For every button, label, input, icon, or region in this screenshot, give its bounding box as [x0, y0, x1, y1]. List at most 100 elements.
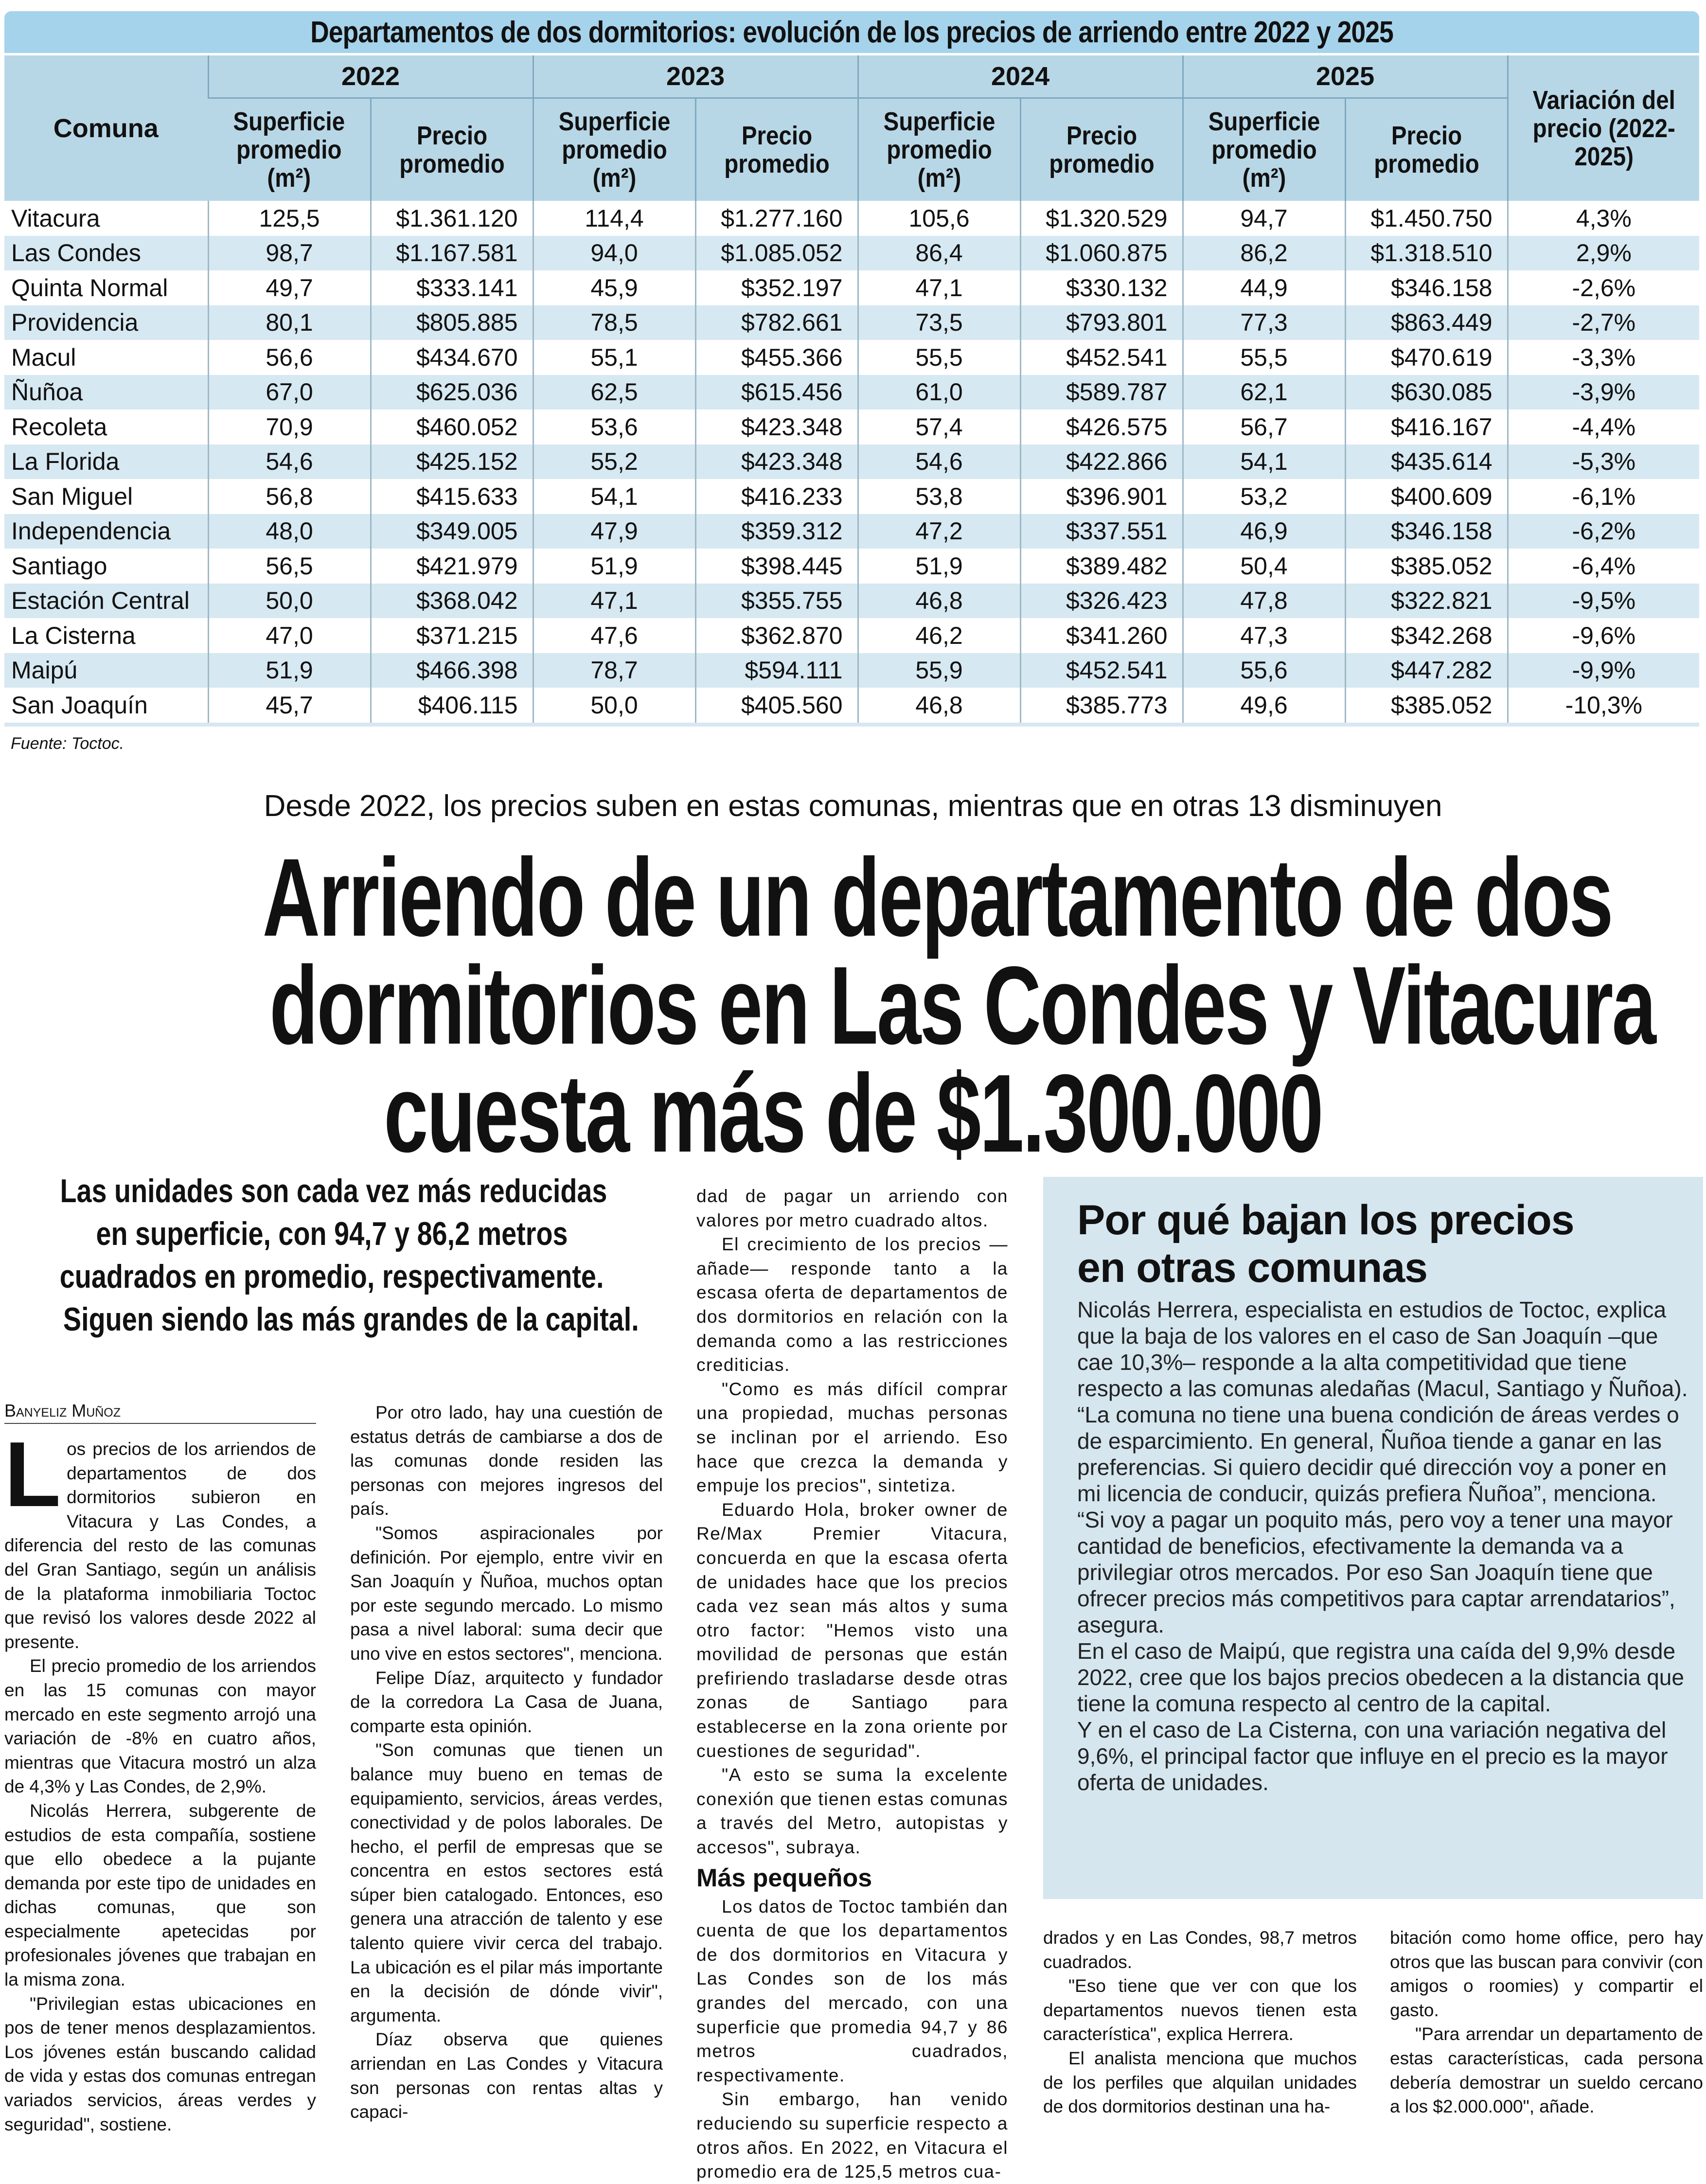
sidebar-text: Nicolás Herrera, especialista en estudio…: [1077, 1296, 1693, 1795]
header-surface-text: Superficie promedio (m²): [1208, 107, 1320, 193]
paragraph: "A esto se suma la excelente conexión qu…: [696, 1765, 1008, 1858]
cell-comuna: Estación Central: [4, 583, 208, 618]
cell-price: $368.042: [370, 583, 533, 618]
cell-price: $452.541: [1019, 653, 1183, 688]
header-surface: Superficie promedio (m²): [857, 98, 1021, 201]
cell-surface: 55,1: [532, 340, 696, 375]
paragraph: “La comuna no tiene una buena condición …: [1077, 1402, 1679, 1506]
cell-price: $371.215: [370, 618, 533, 653]
cell-surface: 48,0: [207, 514, 371, 549]
header-variation-text: Variación del precio (2022-2025): [1532, 85, 1675, 171]
cell-comuna: San Miguel: [11, 482, 133, 510]
cell-price: $1.318.510: [1344, 235, 1508, 270]
table-row: Independencia 48,0 $349.005 47,9 $359.312 47,…: [4, 514, 1700, 549]
cell-surface: 80,1: [207, 305, 371, 340]
paragraph: Sin embargo, han venido reduciendo su su…: [696, 2089, 1008, 2182]
cell-price: $863.449: [1344, 305, 1508, 340]
paragraph: dad de pagar un arriendo con valores por…: [696, 1186, 1008, 1230]
headline-line-text: dormitorios en Las Condes y Vitacura: [269, 944, 1656, 1067]
paragraph: Nicolás Herrera, especialista en estudio…: [1077, 1297, 1688, 1401]
cell-comuna: Santiago: [11, 552, 107, 580]
cell-comuna: Macul: [11, 343, 76, 371]
cell-variation: -9,5%: [1507, 583, 1700, 618]
header-price: Precio promedio: [694, 98, 858, 201]
deck-line-text: en superficie, con 94,7 y 86,2 metros: [96, 1215, 568, 1252]
paragraph: Nicolás Herrera, subgerente de estudios …: [4, 1800, 316, 1990]
table-row: Maipú 51,9 $466.398 78,7 $594.111 55,9 $452.54…: [4, 653, 1700, 688]
cell-surface: 53,8: [857, 479, 1021, 514]
table-row: San Joaquín 45,7 $406.115 50,0 $405.560 46,8 $…: [4, 688, 1700, 727]
cell-price: $421.979: [370, 549, 533, 584]
cell-surface: 114,4: [532, 201, 696, 236]
cell-variation: -3,9%: [1507, 374, 1700, 409]
cell-variation: 2,9%: [1507, 235, 1700, 270]
cell-surface: 125,5: [207, 201, 371, 236]
cell-price: $389.482: [1019, 549, 1183, 584]
cell-price: $423.348: [694, 409, 858, 444]
cell-surface: 56,5: [207, 549, 371, 584]
cell-price: $346.158: [1344, 514, 1508, 549]
paragraph: En el caso de Maipú, que registra una ca…: [1077, 1638, 1684, 1716]
table-row: San Miguel 56,8 $415.633 54,1 $416.233 53,8 $3…: [4, 479, 1700, 514]
paragraph: "Somos aspiracionales por definición. Po…: [350, 1523, 663, 1664]
cell-variation: -9,9%: [1507, 653, 1700, 688]
table-row: Santiago 56,5 $421.979 51,9 $398.445 51,9 $389…: [4, 549, 1700, 584]
deck-line: Las unidades son cada vez más reducidas: [0, 1170, 664, 1212]
article-column-2: Por otro lado, hay una cuestión de estat…: [350, 1401, 663, 2124]
cell-surface: 62,5: [532, 374, 696, 409]
cell-surface: 46,8: [857, 688, 1021, 727]
cell-surface: 54,1: [532, 479, 696, 514]
header-price: Precio promedio: [1019, 98, 1183, 201]
deck-line: en superficie, con 94,7 y 86,2 metros: [0, 1212, 664, 1255]
cell-price: $416.233: [694, 479, 858, 514]
header-year: 2023: [532, 55, 858, 99]
cell-price: $416.167: [1344, 409, 1508, 444]
header-surface-text: Superficie promedio (m²): [233, 107, 345, 193]
cell-price: $385.052: [1344, 549, 1508, 584]
deck-line-text: cuadrados en promedio, respectivamente.: [60, 1258, 604, 1295]
cell-surface: 47,9: [532, 514, 696, 549]
cell-comuna: Ñuñoa: [4, 374, 208, 409]
article-kicker: Desde 2022, los precios suben en estas c…: [264, 789, 1442, 823]
cell-price: $337.551: [1019, 514, 1183, 549]
cell-price: $589.787: [1019, 374, 1183, 409]
cell-price: $460.052: [370, 409, 533, 444]
cell-price: $352.197: [694, 270, 858, 305]
header-surface-text: Superficie promedio (m²): [883, 107, 995, 193]
cell-surface: 46,9: [1182, 514, 1346, 549]
cell-price: $385.052: [1344, 688, 1508, 727]
table-row: Ñuñoa 67,0 $625.036 62,5 $615.456 61,0 $589.78…: [4, 374, 1700, 409]
table-row: La Florida 54,6 $425.152 55,2 $423.348 54,6 $4…: [4, 444, 1700, 479]
sidebar-box: Por qué bajan los precios en otras comuna…: [1043, 1177, 1703, 1899]
cell-price: $405.560: [694, 688, 858, 727]
cell-surface: 46,8: [857, 583, 1021, 618]
table-row: Providencia 80,1 $805.885 78,5 $782.661 73,5 $…: [4, 305, 1700, 340]
paragraph: El analista menciona que muchos de los p…: [1043, 2048, 1357, 2117]
cell-price: $1.361.120: [370, 201, 533, 236]
cell-price: $434.670: [370, 340, 533, 375]
cell-surface: 55,5: [1182, 340, 1346, 375]
cell-variation: 4,3%: [1507, 201, 1700, 236]
cell-price: $805.885: [370, 305, 533, 340]
cell-price: $630.085: [1344, 374, 1508, 409]
paragraph: Díaz observa que quienes arriendan en La…: [350, 2029, 663, 2122]
cell-price: $355.755: [694, 583, 858, 618]
cell-surface: 54,6: [207, 444, 371, 479]
header-surface: Superficie promedio (m²): [532, 98, 696, 201]
cell-price: $426.575: [1019, 409, 1183, 444]
header-year: 2022: [207, 55, 533, 99]
cell-price: $452.541: [1019, 340, 1183, 375]
cell-price: $1.320.529: [1019, 201, 1183, 236]
cell-surface: 77,3: [1182, 305, 1346, 340]
cell-variation: -2,6%: [1507, 270, 1700, 305]
cell-price: $782.661: [694, 305, 858, 340]
header-price-text: Precio promedio: [1373, 121, 1479, 178]
paragraph: bitación como home office, pero hay otro…: [1390, 1928, 1703, 2020]
cell-price: $455.366: [694, 340, 858, 375]
cell-surface: 78,5: [532, 305, 696, 340]
cell-surface: 56,8: [207, 479, 371, 514]
cell-surface: 47,1: [532, 583, 696, 618]
cell-surface: 50,0: [207, 583, 371, 618]
header-year: 2024: [857, 55, 1183, 99]
cell-price: $1.277.160: [694, 201, 858, 236]
